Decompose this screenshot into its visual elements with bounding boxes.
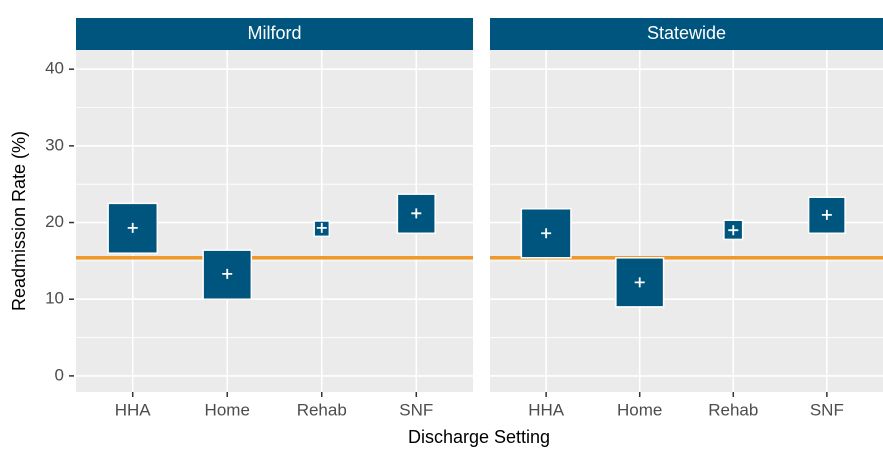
y-tick-label: 0: [55, 365, 64, 384]
estimate-marker: [728, 225, 739, 236]
y-tick-label: 40: [45, 59, 64, 78]
estimate-marker: [127, 222, 138, 233]
y-tick-label: 30: [45, 135, 64, 154]
x-tick-label: Home: [617, 400, 662, 419]
y-tick-label: 10: [45, 289, 64, 308]
x-tick-label: Rehab: [708, 400, 758, 419]
y-axis-title: Readmission Rate (%): [9, 131, 29, 311]
estimate-marker: [821, 209, 832, 220]
estimate-marker: [634, 277, 645, 288]
y-tick-label: 20: [45, 212, 64, 231]
strip: [76, 18, 473, 50]
estimate-marker: [316, 222, 327, 233]
x-tick-label: HHA: [115, 400, 152, 419]
x-tick-label: Home: [205, 400, 250, 419]
x-tick-label: SNF: [810, 400, 844, 419]
estimate-marker: [541, 228, 552, 239]
estimate-marker: [222, 268, 233, 279]
x-axis-title: Discharge Setting: [408, 427, 550, 447]
x-tick-label: Rehab: [297, 400, 347, 419]
estimate-marker: [411, 208, 422, 219]
strip-label: Milford: [247, 23, 301, 43]
x-tick-label: SNF: [399, 400, 433, 419]
x-tick-label: HHA: [528, 400, 565, 419]
strip: [490, 18, 883, 50]
strip-label: Statewide: [647, 23, 726, 43]
